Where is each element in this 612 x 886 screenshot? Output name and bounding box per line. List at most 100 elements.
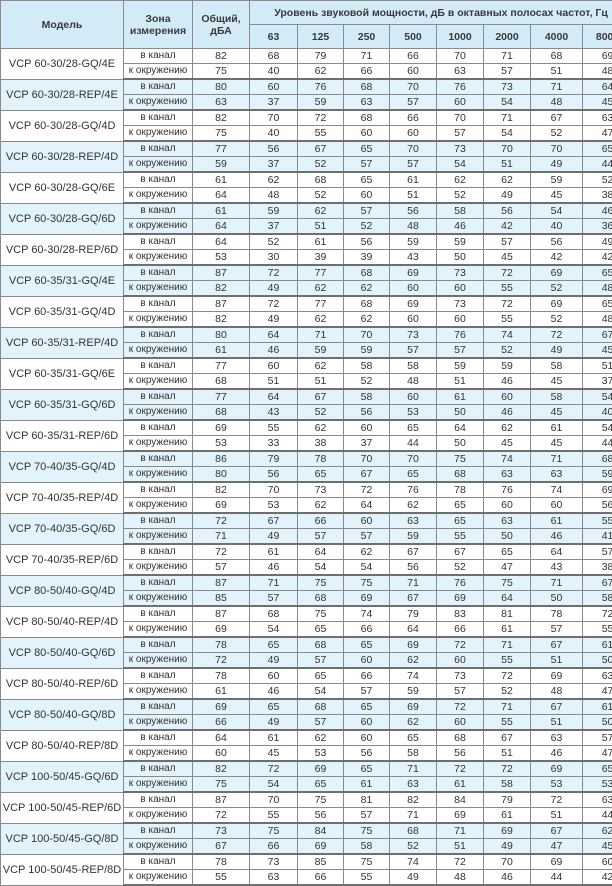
model-name: VCP 60-30/28-GQ/4D <box>1 110 124 141</box>
band-2000-cell: 63 <box>484 513 531 529</box>
zone-label: в канал <box>124 792 193 808</box>
band-1000-cell: 65 <box>437 513 484 529</box>
band-8000-cell: 61 <box>583 699 612 715</box>
total-dba-cell: 80 <box>193 467 250 483</box>
band-125-cell: 62 <box>298 203 344 219</box>
band-500-cell: 79 <box>390 606 437 622</box>
band-125-cell: 57 <box>298 529 344 545</box>
zone-label: в канал <box>124 606 193 622</box>
zone-label: к окружению <box>124 839 193 855</box>
band-8000-cell: 63 <box>583 792 612 808</box>
zone-label: к окружению <box>124 405 193 421</box>
band-4000-cell: 51 <box>531 64 583 80</box>
band-250-cell: 56 <box>344 405 390 421</box>
header-band-1000: 1000 <box>437 25 484 49</box>
band-2000-cell: 55 <box>484 653 531 669</box>
band-125-cell: 85 <box>298 854 344 870</box>
band-8000-cell: 44 <box>583 157 612 173</box>
zone-label: в канал <box>124 761 193 777</box>
band-2000-cell: 67 <box>484 730 531 746</box>
band-250-cell: 61 <box>344 777 390 793</box>
band-1000-cell: 72 <box>437 637 484 653</box>
zone-label: в канал <box>124 420 193 436</box>
band-8000-cell: 54 <box>583 420 612 436</box>
band-250-cell: 52 <box>344 374 390 390</box>
band-8000-cell: 65 <box>583 141 612 157</box>
band-4000-cell: 42 <box>531 250 583 266</box>
band-250-cell: 65 <box>344 172 390 188</box>
band-4000-cell: 48 <box>531 95 583 111</box>
band-4000-cell: 47 <box>531 839 583 855</box>
band-500-cell: 58 <box>390 746 437 762</box>
band-500-cell: 58 <box>390 358 437 374</box>
band-500-cell: 66 <box>390 110 437 126</box>
band-125-cell: 51 <box>298 374 344 390</box>
band-250-cell: 68 <box>344 79 390 95</box>
band-1000-cell: 75 <box>437 451 484 467</box>
total-dba-cell: 73 <box>193 823 250 839</box>
band-1000-cell: 46 <box>437 219 484 235</box>
band-250-cell: 58 <box>344 358 390 374</box>
band-1000-cell: 52 <box>437 188 484 204</box>
band-250-cell: 39 <box>344 250 390 266</box>
band-4000-cell: 44 <box>531 870 583 886</box>
band-2000-cell: 62 <box>484 172 531 188</box>
zone-label: в канал <box>124 699 193 715</box>
band-8000-cell: 65 <box>583 761 612 777</box>
band-2000-cell: 55 <box>484 281 531 297</box>
band-2000-cell: 72 <box>484 296 531 312</box>
band-1000-cell: 52 <box>437 560 484 576</box>
zone-label: к окружению <box>124 188 193 204</box>
band-1000-cell: 68 <box>437 467 484 483</box>
band-500-cell: 62 <box>390 498 437 514</box>
total-dba-cell: 82 <box>193 761 250 777</box>
band-4000-cell: 40 <box>531 219 583 235</box>
zone-label: в канал <box>124 668 193 684</box>
band-8000-cell: 45 <box>583 95 612 111</box>
band-125-cell: 65 <box>298 467 344 483</box>
band-2000-cell: 56 <box>484 203 531 219</box>
zone-label: к окружению <box>124 870 193 886</box>
band-63-cell: 55 <box>250 808 298 824</box>
band-1000-cell: 71 <box>437 823 484 839</box>
band-250-cell: 65 <box>344 637 390 653</box>
band-2000-cell: 71 <box>484 49 531 64</box>
band-8000-cell: 47 <box>583 684 612 700</box>
total-dba-cell: 59 <box>193 157 250 173</box>
band-250-cell: 60 <box>344 188 390 204</box>
band-8000-cell: 69 <box>583 49 612 64</box>
band-500-cell: 44 <box>390 436 437 452</box>
band-1000-cell: 67 <box>437 544 484 560</box>
band-8000-cell: 55 <box>583 513 612 529</box>
model-name: VCP 60-30/28-GQ/4E <box>1 49 124 80</box>
band-125-cell: 67 <box>298 141 344 157</box>
band-4000-cell: 45 <box>531 436 583 452</box>
band-8000-cell: 72 <box>583 606 612 622</box>
band-8000-cell: 56 <box>583 498 612 514</box>
band-125-cell: 78 <box>298 451 344 467</box>
total-dba-cell: 87 <box>193 296 250 312</box>
band-125-cell: 84 <box>298 823 344 839</box>
total-dba-cell: 68 <box>193 374 250 390</box>
band-4000-cell: 51 <box>531 653 583 669</box>
total-dba-cell: 61 <box>193 172 250 188</box>
zone-label: к окружению <box>124 529 193 545</box>
total-dba-cell: 80 <box>193 327 250 343</box>
band-250-cell: 65 <box>344 761 390 777</box>
total-dba-cell: 77 <box>193 358 250 374</box>
band-63-cell: 46 <box>250 684 298 700</box>
band-63-cell: 71 <box>250 575 298 591</box>
zone-label: в канал <box>124 49 193 64</box>
band-250-cell: 62 <box>344 281 390 297</box>
zone-label: в канал <box>124 730 193 746</box>
band-63-cell: 49 <box>250 529 298 545</box>
band-2000-cell: 55 <box>484 312 531 328</box>
